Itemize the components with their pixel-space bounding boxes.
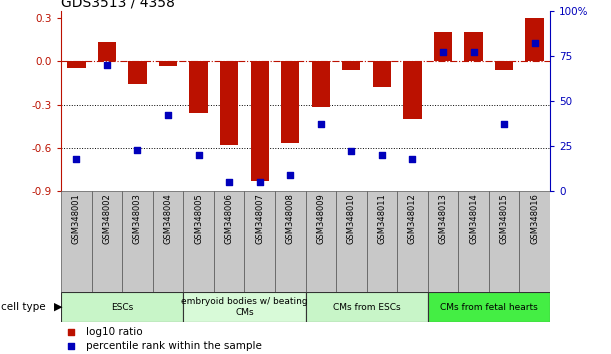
Point bbox=[163, 113, 173, 118]
Bar bbox=[525, 18, 544, 61]
Text: GSM348005: GSM348005 bbox=[194, 193, 203, 244]
Text: GSM348012: GSM348012 bbox=[408, 193, 417, 244]
Bar bbox=[312, 61, 330, 107]
Text: log10 ratio: log10 ratio bbox=[86, 327, 142, 337]
Bar bbox=[183, 292, 306, 322]
Bar bbox=[336, 191, 367, 292]
Point bbox=[499, 121, 509, 127]
Text: GSM348006: GSM348006 bbox=[225, 193, 233, 244]
Bar bbox=[434, 32, 452, 61]
Text: GSM348010: GSM348010 bbox=[347, 193, 356, 244]
Text: ▶: ▶ bbox=[54, 302, 62, 312]
Text: GSM348004: GSM348004 bbox=[164, 193, 172, 244]
Bar bbox=[98, 42, 116, 61]
Point bbox=[194, 152, 203, 158]
Text: CMs from fetal hearts: CMs from fetal hearts bbox=[440, 303, 538, 312]
Bar bbox=[275, 191, 306, 292]
Bar bbox=[251, 61, 269, 181]
Point bbox=[133, 147, 142, 153]
Bar bbox=[153, 191, 183, 292]
Point bbox=[408, 156, 417, 161]
Point bbox=[389, 290, 399, 296]
Bar bbox=[489, 191, 519, 292]
Bar bbox=[428, 292, 550, 322]
Bar bbox=[244, 191, 275, 292]
Text: ESCs: ESCs bbox=[111, 303, 133, 312]
Bar bbox=[495, 61, 513, 70]
Bar bbox=[397, 191, 428, 292]
Bar bbox=[281, 61, 299, 143]
Bar bbox=[122, 191, 153, 292]
Text: percentile rank within the sample: percentile rank within the sample bbox=[86, 341, 262, 350]
Bar bbox=[464, 32, 483, 61]
Bar bbox=[428, 191, 458, 292]
Point bbox=[438, 49, 448, 55]
Text: GSM348001: GSM348001 bbox=[72, 193, 81, 244]
Text: GSM348009: GSM348009 bbox=[316, 193, 325, 244]
Text: GDS3513 / 4358: GDS3513 / 4358 bbox=[61, 0, 175, 10]
Text: cell type: cell type bbox=[1, 302, 45, 312]
Bar bbox=[128, 61, 147, 84]
Bar bbox=[183, 191, 214, 292]
Point bbox=[346, 149, 356, 154]
Bar bbox=[61, 191, 92, 292]
Point bbox=[255, 179, 265, 185]
Bar bbox=[403, 61, 422, 119]
Point bbox=[102, 62, 112, 68]
Bar bbox=[306, 292, 428, 322]
Text: embryoid bodies w/ beating
CMs: embryoid bodies w/ beating CMs bbox=[181, 297, 308, 317]
Bar bbox=[189, 61, 208, 113]
Point bbox=[469, 49, 478, 55]
Point bbox=[71, 156, 81, 161]
Bar bbox=[92, 191, 122, 292]
Text: GSM348013: GSM348013 bbox=[439, 193, 447, 244]
Bar bbox=[220, 61, 238, 145]
Bar bbox=[306, 191, 336, 292]
Text: GSM348002: GSM348002 bbox=[103, 193, 111, 244]
Text: GSM348015: GSM348015 bbox=[500, 193, 508, 244]
Text: GSM348014: GSM348014 bbox=[469, 193, 478, 244]
Text: GSM348008: GSM348008 bbox=[286, 193, 295, 244]
Bar bbox=[519, 191, 550, 292]
Point bbox=[285, 172, 295, 178]
Point bbox=[377, 152, 387, 158]
Text: GSM348007: GSM348007 bbox=[255, 193, 264, 244]
Text: CMs from ESCs: CMs from ESCs bbox=[333, 303, 400, 312]
Bar bbox=[342, 61, 360, 70]
Bar bbox=[373, 61, 391, 87]
Point bbox=[530, 40, 540, 46]
Bar bbox=[61, 292, 183, 322]
Point bbox=[389, 166, 399, 172]
Text: GSM348003: GSM348003 bbox=[133, 193, 142, 244]
Point bbox=[316, 121, 326, 127]
Text: GSM348016: GSM348016 bbox=[530, 193, 539, 244]
Bar bbox=[458, 191, 489, 292]
Text: GSM348011: GSM348011 bbox=[378, 193, 386, 244]
Bar bbox=[159, 61, 177, 65]
Bar bbox=[67, 61, 86, 68]
Point bbox=[224, 179, 234, 185]
Bar bbox=[214, 191, 244, 292]
Bar bbox=[367, 191, 397, 292]
